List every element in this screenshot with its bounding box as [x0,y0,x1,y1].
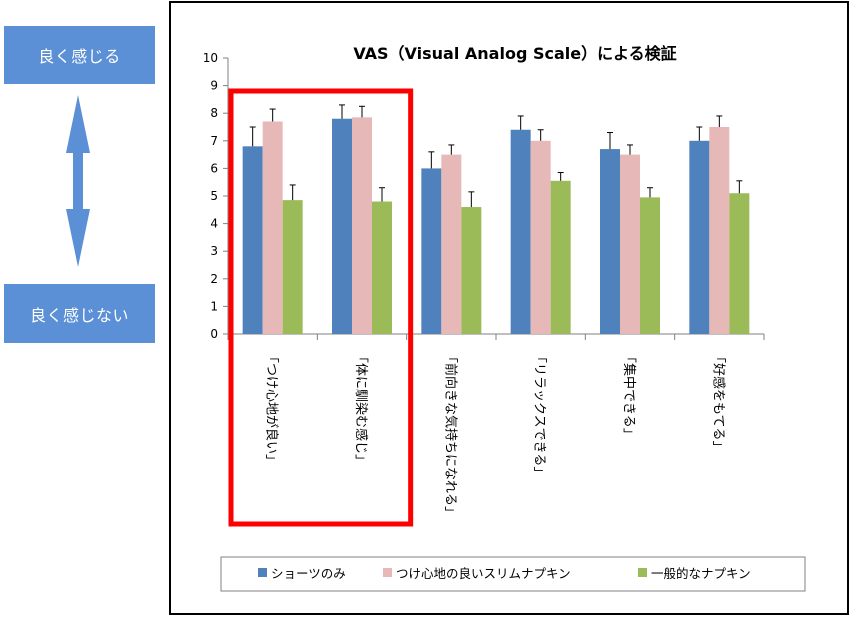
bar [262,121,283,334]
bar [600,149,620,334]
bar [689,140,710,334]
chart-title: VAS（Visual Analog Scale）による検証 [353,44,676,63]
bar [421,168,442,334]
bar [530,140,551,334]
y-tick-label: 5 [210,189,218,203]
chart-legend: ショーツのみ つけ心地の良いスリムナプキン 一般的なナプキン [220,556,806,592]
y-tick-label: 3 [210,244,218,258]
bar [461,207,482,334]
bar [709,127,730,334]
bar [620,154,640,334]
bar [282,200,303,334]
bar [550,180,571,334]
legend-label: 一般的なナプキン [651,566,751,581]
double-arrow-icon [66,95,90,267]
category-label: 「リラックスできる」 [532,350,547,479]
y-tick-label: 4 [210,217,218,231]
y-tick-label: 0 [210,327,218,341]
bar [640,197,660,334]
bar [441,154,462,334]
y-tick-label: 10 [203,51,218,65]
y-tick-label: 1 [210,299,218,313]
y-tick-label: 6 [210,161,218,175]
chart-category-labels: 「つけ心地が良い」 「体に馴染む感じ」 「前向きな気持ちになれる」 「リラックスできる… [264,350,727,519]
bar [352,117,372,334]
legend-swatch [258,568,267,577]
highlight-box [228,88,414,527]
chart-axes: 0 1 2 3 4 5 6 7 8 9 10 [203,51,765,341]
good-feeling-label: 良く感じる [4,26,155,84]
bar [332,118,352,334]
legend-swatch [638,568,647,577]
legend-swatch [383,568,392,577]
category-label: 「つけ心地が良い」 [264,350,280,467]
y-tick-label: 2 [210,272,218,286]
category-label: 「前向きな気持ちになれる」 [442,350,458,519]
chart-error-bars [249,104,743,208]
legend-label: ショーツのみ [271,566,346,581]
legend-box [220,556,806,592]
y-tick-label: 9 [210,79,218,93]
bad-feeling-label: 良く感じない [4,284,155,343]
category-label: 「集中できる」 [621,350,637,441]
category-label: 「好感をもてる」 [710,350,726,453]
bar [372,201,392,334]
bar [242,146,263,334]
y-tick-label: 7 [210,134,218,148]
chart-bars [242,117,750,334]
bar [729,193,750,334]
y-tick-label: 8 [210,106,218,120]
bar [510,129,531,334]
legend-label: つけ心地の良いスリムナプキン [396,566,571,581]
category-label: 「体に馴染む感じ」 [353,350,369,467]
highlight-rect [228,88,414,527]
